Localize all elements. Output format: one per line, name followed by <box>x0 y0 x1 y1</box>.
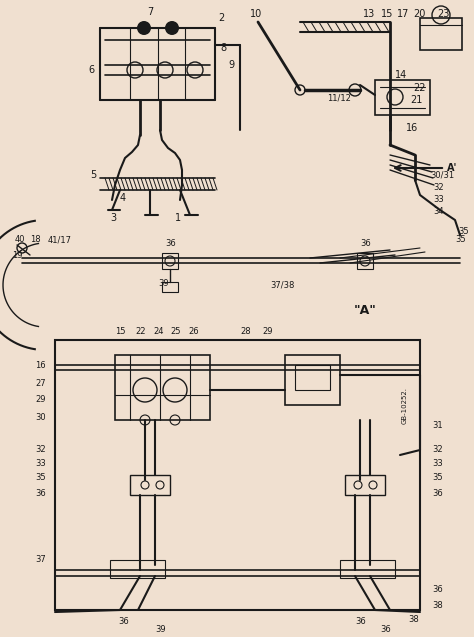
Text: 11/12: 11/12 <box>327 94 351 103</box>
Text: 15: 15 <box>381 9 393 19</box>
Text: 4: 4 <box>120 193 126 203</box>
Text: 7: 7 <box>147 7 153 17</box>
Text: 3: 3 <box>110 213 116 223</box>
Text: 38: 38 <box>408 615 419 624</box>
Text: 36: 36 <box>118 617 129 627</box>
Bar <box>357 253 373 269</box>
Text: 10: 10 <box>250 9 262 19</box>
Text: 29: 29 <box>262 327 273 336</box>
Text: 35: 35 <box>35 473 46 482</box>
Bar <box>340 560 395 578</box>
Text: 33: 33 <box>433 196 444 204</box>
Text: 36: 36 <box>380 626 391 634</box>
Text: 15: 15 <box>115 327 126 336</box>
Text: 36: 36 <box>432 489 443 497</box>
Text: 5: 5 <box>90 170 96 180</box>
Text: 37: 37 <box>35 555 46 564</box>
Text: 8: 8 <box>220 43 226 53</box>
Text: 31: 31 <box>432 420 443 429</box>
Text: 26: 26 <box>188 327 199 336</box>
Bar <box>345 475 385 495</box>
Text: 25: 25 <box>170 327 181 336</box>
Text: 20: 20 <box>413 9 425 19</box>
Text: 41/17: 41/17 <box>48 236 72 245</box>
Text: 32: 32 <box>432 445 443 455</box>
Text: 22: 22 <box>413 83 426 93</box>
Text: 18: 18 <box>30 236 41 245</box>
Bar <box>162 253 178 269</box>
Text: 27: 27 <box>35 378 46 387</box>
Text: 17: 17 <box>397 9 410 19</box>
Text: 33: 33 <box>35 459 46 468</box>
Text: 36: 36 <box>35 489 46 497</box>
Text: 36: 36 <box>165 240 176 248</box>
Text: 13: 13 <box>363 9 375 19</box>
Text: 35: 35 <box>455 236 465 245</box>
Text: 39: 39 <box>155 626 165 634</box>
Text: 32: 32 <box>433 183 444 192</box>
Text: GB-10252.: GB-10252. <box>402 387 408 424</box>
Text: 23: 23 <box>437 9 449 19</box>
Bar <box>130 475 170 495</box>
Text: 29: 29 <box>35 396 46 404</box>
Text: 28: 28 <box>240 327 251 336</box>
Text: 2: 2 <box>218 13 224 23</box>
Text: 38: 38 <box>432 601 443 610</box>
Bar <box>295 365 330 390</box>
Bar <box>55 340 420 610</box>
Text: 35: 35 <box>432 473 443 482</box>
Text: 6: 6 <box>88 65 94 75</box>
Text: 19: 19 <box>12 250 22 259</box>
Circle shape <box>137 21 151 35</box>
Text: 36: 36 <box>432 585 443 594</box>
Text: 1: 1 <box>175 213 181 223</box>
Text: 16: 16 <box>406 123 418 133</box>
Bar <box>162 282 178 292</box>
Text: 35: 35 <box>458 227 469 236</box>
Text: 39: 39 <box>158 280 169 289</box>
Text: 30/31: 30/31 <box>430 171 454 180</box>
Text: 16: 16 <box>35 361 46 369</box>
Bar <box>110 560 165 578</box>
Text: 37/38: 37/38 <box>270 280 294 289</box>
Text: 33: 33 <box>432 459 443 468</box>
Text: 36: 36 <box>360 240 371 248</box>
Text: 14: 14 <box>395 70 407 80</box>
Circle shape <box>165 21 179 35</box>
Bar <box>420 18 462 50</box>
Text: "A": "A" <box>354 303 376 317</box>
Bar <box>285 355 340 405</box>
Text: 36: 36 <box>355 617 366 627</box>
Text: 30: 30 <box>35 413 46 422</box>
Bar <box>115 355 210 420</box>
Text: 40: 40 <box>15 236 26 245</box>
Text: A': A' <box>447 163 457 173</box>
Text: 22: 22 <box>135 327 146 336</box>
Bar <box>375 80 430 115</box>
Text: 32: 32 <box>35 445 46 455</box>
Text: 24: 24 <box>153 327 164 336</box>
Text: 21: 21 <box>410 95 422 105</box>
Text: 34: 34 <box>433 208 444 217</box>
Text: 9: 9 <box>228 60 234 70</box>
